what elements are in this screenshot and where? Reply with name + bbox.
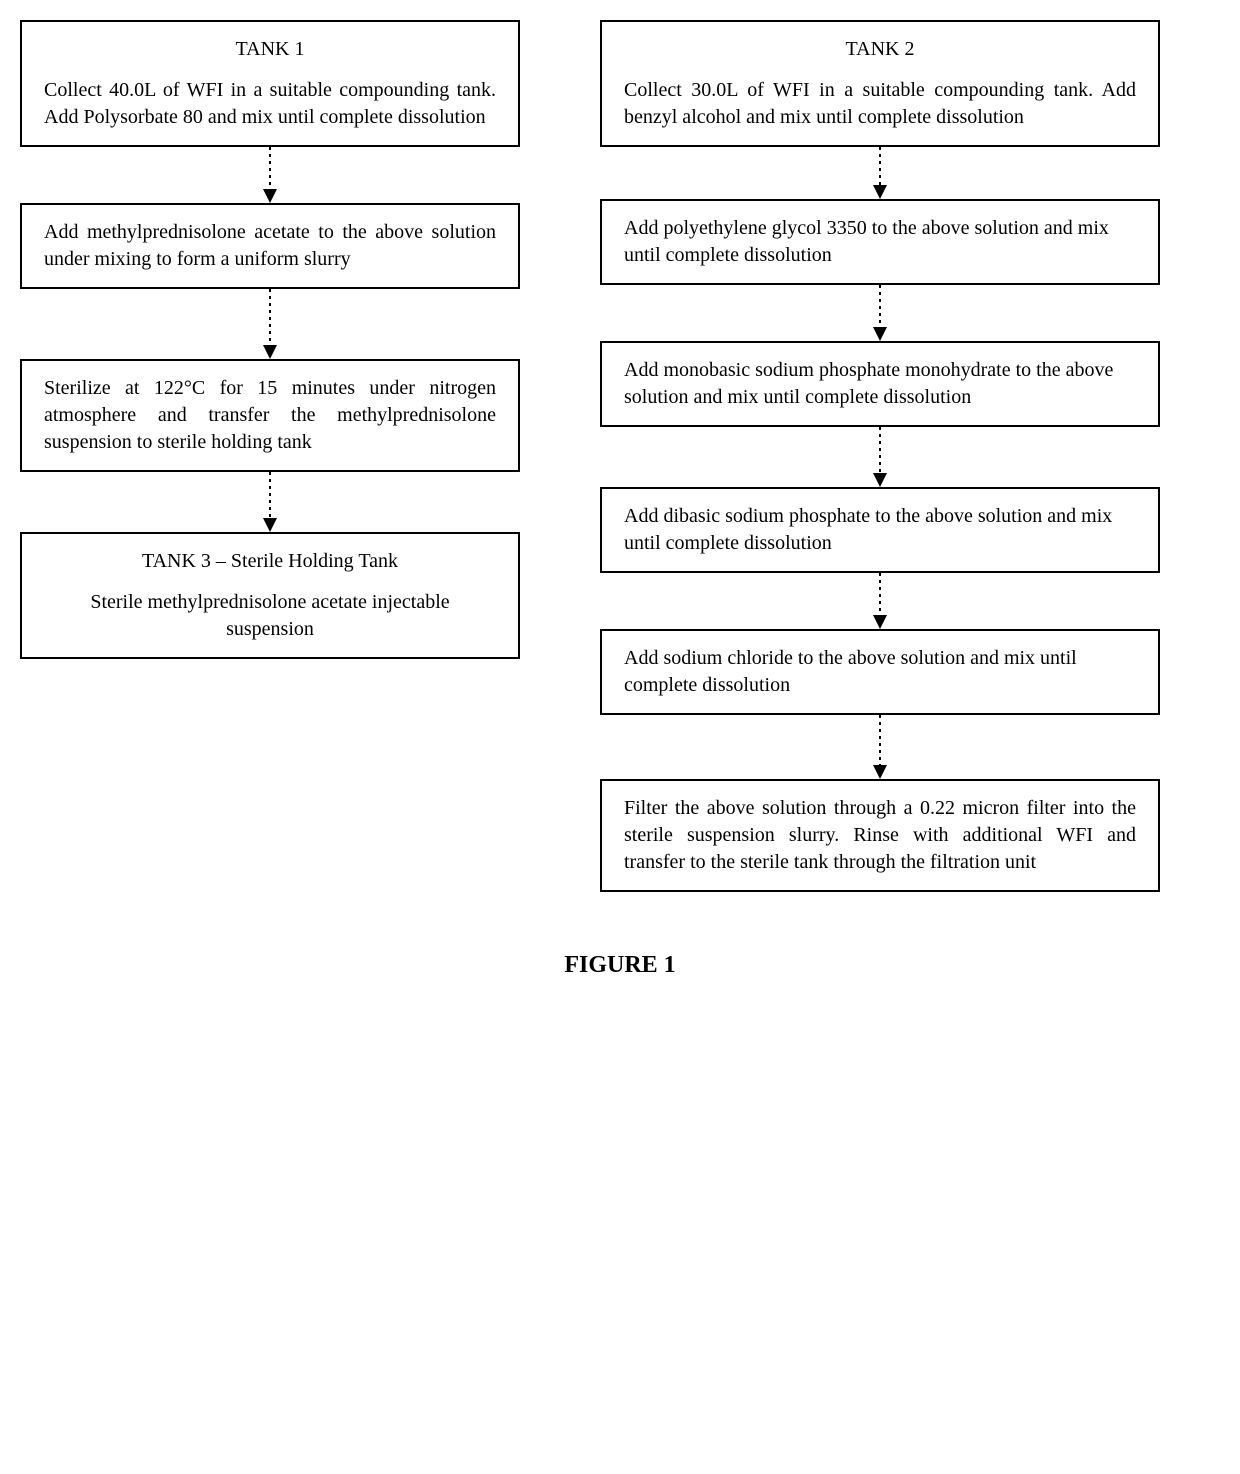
flow-arrow-icon — [865, 427, 895, 487]
flow-node: TANK 1 Collect 40.0L of WFI in a suitable… — [20, 20, 520, 147]
node-body: Filter the above solution through a 0.22… — [624, 795, 1136, 876]
node-body: Collect 40.0L of WFI in a suitable compo… — [44, 77, 496, 131]
flow-node: Add dibasic sodium phosphate to the abov… — [600, 487, 1160, 573]
flow-node: Filter the above solution through a 0.22… — [600, 779, 1160, 892]
left-column: TANK 1 Collect 40.0L of WFI in a suitable… — [20, 20, 520, 659]
flowchart-columns: TANK 1 Collect 40.0L of WFI in a suitable… — [20, 20, 1220, 892]
node-body: Collect 30.0L of WFI in a suitable compo… — [624, 77, 1136, 131]
node-body: Add sodium chloride to the above solutio… — [624, 645, 1136, 699]
flow-node: TANK 2 Collect 30.0L of WFI in a suitable… — [600, 20, 1160, 147]
node-body: Sterile methylprednisolone acetate injec… — [44, 589, 496, 643]
node-body: Add dibasic sodium phosphate to the abov… — [624, 503, 1136, 557]
flow-arrow-icon — [255, 289, 285, 359]
flow-arrow-icon — [255, 147, 285, 203]
node-title: TANK 2 — [624, 36, 1136, 63]
flow-node: Add monobasic sodium phosphate monohydra… — [600, 341, 1160, 427]
flow-node: TANK 3 – Sterile Holding Tank Sterile met… — [20, 532, 520, 659]
node-title: TANK 3 – Sterile Holding Tank — [44, 548, 496, 575]
figure-caption: FIGURE 1 — [20, 952, 1220, 979]
flow-arrow-icon — [865, 715, 895, 779]
node-body: Sterilize at 122°C for 15 minutes under … — [44, 375, 496, 456]
flow-arrow-icon — [865, 147, 895, 199]
flow-node: Add polyethylene glycol 3350 to the abov… — [600, 199, 1160, 285]
flow-node: Add methylprednisolone acetate to the ab… — [20, 203, 520, 289]
node-title: TANK 1 — [44, 36, 496, 63]
flow-arrow-icon — [865, 573, 895, 629]
flow-arrow-icon — [255, 472, 285, 532]
node-body: Add polyethylene glycol 3350 to the abov… — [624, 215, 1136, 269]
node-body: Add monobasic sodium phosphate monohydra… — [624, 357, 1136, 411]
node-body: Add methylprednisolone acetate to the ab… — [44, 219, 496, 273]
flow-node: Add sodium chloride to the above solutio… — [600, 629, 1160, 715]
flow-arrow-icon — [865, 285, 895, 341]
right-column: TANK 2 Collect 30.0L of WFI in a suitable… — [600, 20, 1160, 892]
flow-node: Sterilize at 122°C for 15 minutes under … — [20, 359, 520, 472]
